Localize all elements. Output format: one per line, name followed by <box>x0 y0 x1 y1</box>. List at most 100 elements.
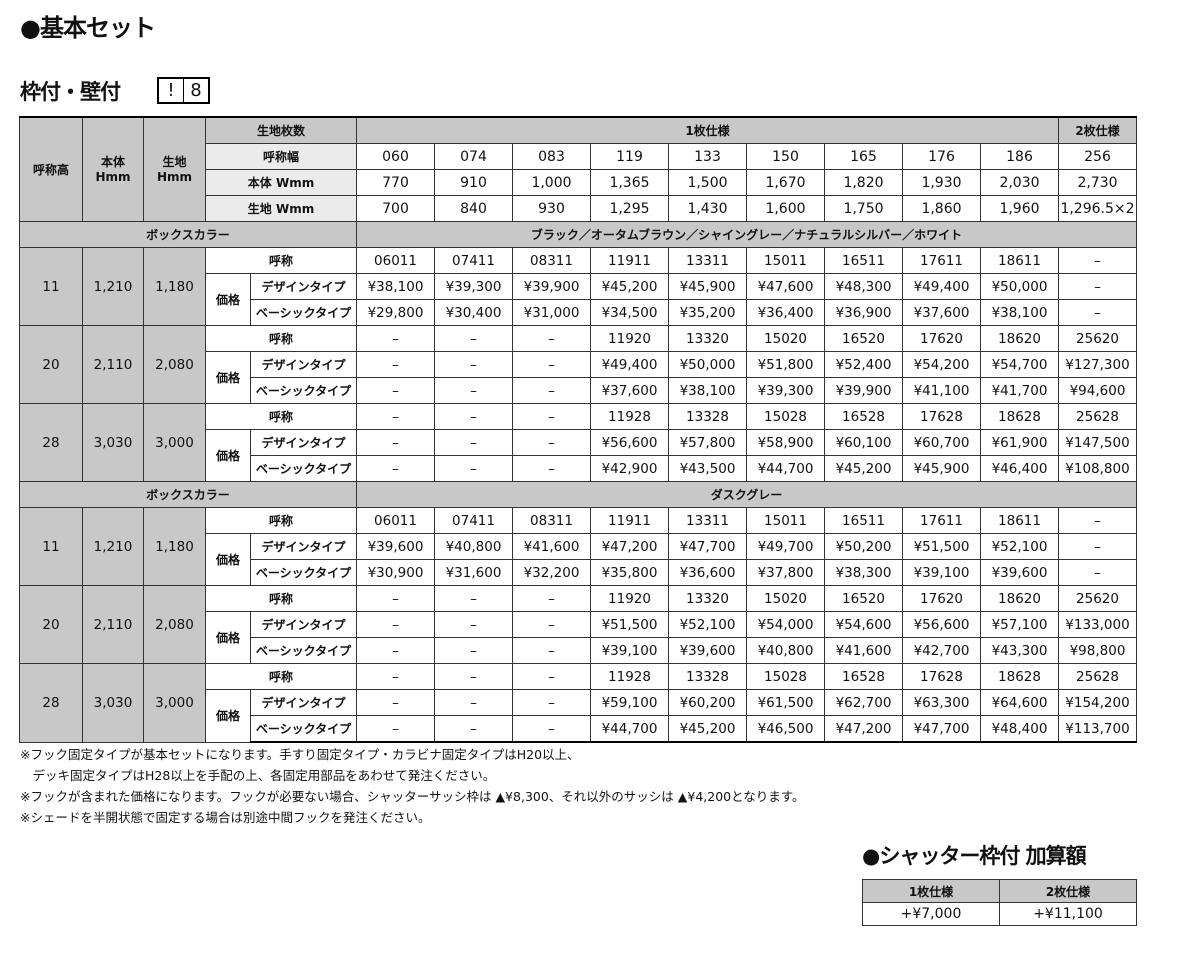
code-cell: – <box>434 325 513 352</box>
basic-price-cell: ¥108,800 <box>1058 455 1137 482</box>
code-cell: 13328 <box>668 403 747 430</box>
code-cell: – <box>356 403 435 430</box>
basic-price-cell: – <box>434 637 513 664</box>
code-cell: – <box>434 403 513 430</box>
basic-price-cell: ¥113,700 <box>1058 715 1137 743</box>
header-body-w-cell: 1,365 <box>590 169 669 196</box>
header-body-w-cell: 2,730 <box>1058 169 1137 196</box>
header-fabric-w-cell: 1,750 <box>824 195 903 222</box>
table-row: 20 2,110 2,080 呼称 – – –11920 13320 15020 16520 176… <box>19 325 1137 404</box>
basic-price-cell: ¥30,900 <box>356 559 435 586</box>
basic-price-cell: – <box>356 377 435 404</box>
basic-price-cell: ¥43,300 <box>980 637 1059 664</box>
header-fabric-w-cell: 1,860 <box>902 195 981 222</box>
height-value: 20 <box>19 325 83 404</box>
design-price-cell: – <box>356 351 435 378</box>
basic-price-cell: ¥98,800 <box>1058 637 1137 664</box>
design-price-cell: – <box>434 351 513 378</box>
basic-price-cell: ¥36,400 <box>746 299 825 326</box>
design-price-cell: – <box>512 611 591 638</box>
basic-price-cell: – <box>512 715 591 743</box>
table-row: 価格 デザインタイプ – – – ¥56,600 ¥57,800 ¥58,900 ¥60,100… <box>20 429 1137 482</box>
header-fabric-w-cell: 840 <box>434 195 513 222</box>
code-cell: – <box>512 403 591 430</box>
code-cell: 15028 <box>746 663 825 690</box>
design-price-cell: ¥47,600 <box>746 273 825 300</box>
design-price-cell: ¥127,300 <box>1058 351 1137 378</box>
code-cell: 17620 <box>902 325 981 352</box>
design-price-cell: ¥59,100 <box>590 689 669 716</box>
header-width-cell: 083 <box>512 143 591 170</box>
code-cell: 18628 <box>980 403 1059 430</box>
header-double: 2枚仕様 <box>1058 116 1137 144</box>
basic-price-cell: – <box>512 455 591 482</box>
design-price-cell: – <box>512 689 591 716</box>
code-cell: – <box>1058 507 1137 534</box>
code-cell: 11920 <box>590 585 669 612</box>
design-price-cell: – <box>512 429 591 456</box>
header-width-label: 呼称幅 <box>205 143 357 170</box>
design-price-cell: ¥61,500 <box>746 689 825 716</box>
design-price-cell: ¥54,600 <box>824 611 903 638</box>
code-cell: 07411 <box>434 507 513 534</box>
code-cell: 06011 <box>356 247 435 274</box>
basic-price-cell: ¥39,100 <box>902 559 981 586</box>
code-cell: 16528 <box>824 403 903 430</box>
design-price-cell: – <box>512 351 591 378</box>
height-value: 11 <box>19 247 83 326</box>
code-label: 呼称 <box>205 325 357 352</box>
code-cell: 11928 <box>590 663 669 690</box>
addon-value-double: +¥11,100 <box>999 902 1137 926</box>
design-price-cell: ¥41,600 <box>512 533 591 560</box>
design-type-label: デザインタイプ <box>250 429 357 456</box>
design-price-cell: ¥39,300 <box>434 273 513 300</box>
table-row: 価格 デザインタイプ – – – ¥49,400 ¥50,000 ¥51,800 ¥52,400… <box>20 351 1137 404</box>
table-row: ベーシックタイプ ¥29,800 ¥30,400 ¥31,000 ¥34,500 ¥35,… <box>20 299 1137 326</box>
code-cell: 17620 <box>902 585 981 612</box>
box-color-value: ブラック／オータムブラウン／シャイングレー／ナチュラルシルバー／ホワイト <box>356 221 1137 248</box>
code-cell: 06011 <box>356 507 435 534</box>
code-cell: – <box>356 585 435 612</box>
code-cell: 15020 <box>746 325 825 352</box>
basic-type-label: ベーシックタイプ <box>250 715 357 743</box>
design-price-cell: ¥56,600 <box>590 429 669 456</box>
design-price-cell: – <box>434 429 513 456</box>
design-price-cell: ¥60,100 <box>824 429 903 456</box>
height-value: 28 <box>19 403 83 482</box>
header-fabric-w-cell: 1,430 <box>668 195 747 222</box>
code-cell: 18628 <box>980 663 1059 690</box>
design-price-cell: ¥51,800 <box>746 351 825 378</box>
code-cell: 13320 <box>668 585 747 612</box>
design-price-cell: – <box>1058 533 1137 560</box>
design-price-cell: ¥57,100 <box>980 611 1059 638</box>
badge-mark: ! <box>159 79 184 102</box>
design-price-cell: ¥133,000 <box>1058 611 1137 638</box>
code-cell: 08311 <box>512 507 591 534</box>
code-cell: 17611 <box>902 247 981 274</box>
header-body-w-cell: 770 <box>356 169 435 196</box>
body-h-value: 2,110 <box>82 585 144 664</box>
basic-price-cell: ¥41,100 <box>902 377 981 404</box>
code-cell: 25628 <box>1058 663 1137 690</box>
table-row: 11 1,210 1,180 呼称 06011 07411 08311 11911 13311 1… <box>19 507 1137 586</box>
body-h-value: 2,110 <box>82 325 144 404</box>
design-price-cell: ¥64,600 <box>980 689 1059 716</box>
code-cell: 13320 <box>668 325 747 352</box>
design-type-label: デザインタイプ <box>250 273 357 300</box>
table-row: 11 1,210 1,180 呼称 06011 07411 08311 11911 13311 1… <box>19 247 1137 326</box>
basic-price-cell: ¥44,700 <box>746 455 825 482</box>
header-body-w-cell: 1,820 <box>824 169 903 196</box>
design-price-cell: ¥62,700 <box>824 689 903 716</box>
basic-price-cell: ¥47,700 <box>902 715 981 743</box>
addon-title: ●シャッター枠付 加算額 <box>862 844 1087 868</box>
header-width-cell: 074 <box>434 143 513 170</box>
design-price-cell: ¥57,800 <box>668 429 747 456</box>
code-cell: 15020 <box>746 585 825 612</box>
design-price-cell: ¥154,200 <box>1058 689 1137 716</box>
fabric-h-value: 3,000 <box>143 403 206 482</box>
basic-price-cell: ¥36,900 <box>824 299 903 326</box>
design-price-cell: – <box>1058 273 1137 300</box>
addon-table: 1枚仕様 2枚仕様 +¥7,000 +¥11,100 <box>862 879 1137 926</box>
basic-price-cell: ¥30,400 <box>434 299 513 326</box>
header-body-w-label: 本体 Wmm <box>205 169 357 196</box>
